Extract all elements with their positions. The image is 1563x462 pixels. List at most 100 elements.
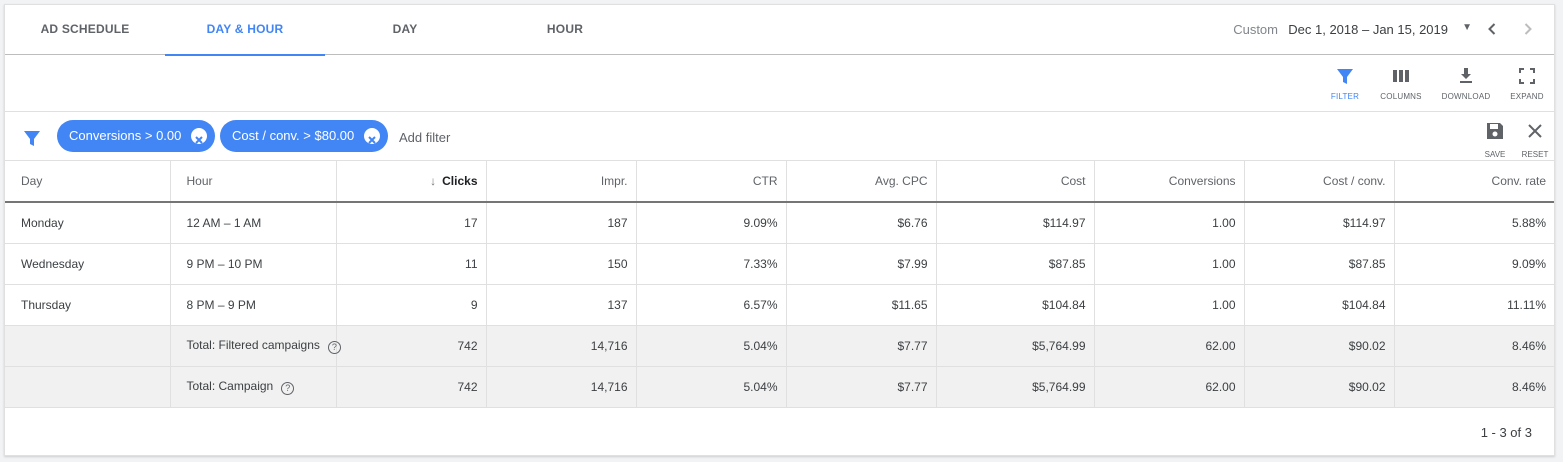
cell-conv-rate: 8.46% [1394, 325, 1554, 367]
filter-bar: Conversions > 0.00 Cost / conv. > $80.00… [5, 113, 1554, 161]
chevron-left-icon[interactable] [1482, 19, 1502, 39]
cell-avg-cpc: $7.77 [786, 366, 937, 408]
cell-ctr: 9.09% [636, 202, 787, 244]
save-icon [1485, 123, 1505, 144]
reset-filter-button[interactable]: RESET [1517, 121, 1553, 159]
cell-cost: $104.84 [936, 284, 1095, 326]
dropdown-caret-icon[interactable]: ▼ [1462, 22, 1472, 33]
cell-impr: 137 [486, 284, 637, 326]
total-row-campaign: Total: Campaign? 742 14,716 5.04% $7.77 … [5, 366, 1554, 408]
total-label: Total: Filtered campaigns [186, 337, 320, 352]
cell-avg-cpc: $11.65 [786, 284, 937, 326]
cell-hour: 8 PM – 9 PM [170, 284, 337, 326]
cell-impr: 187 [486, 202, 637, 244]
columns-icon [1371, 66, 1431, 88]
cell-cost-per-conv: $90.02 [1244, 366, 1395, 408]
cell-conversions: 1.00 [1094, 202, 1245, 244]
cell-cost: $114.97 [936, 202, 1095, 244]
column-header-impr[interactable]: Impr. [486, 161, 637, 203]
save-filter-button[interactable]: SAVE [1477, 121, 1513, 159]
cell-conv-rate: 11.11% [1394, 284, 1554, 326]
column-header-clicks[interactable]: ↓ Clicks [336, 161, 487, 203]
cell-avg-cpc: $7.99 [786, 243, 937, 285]
expand-label: EXPAND [1510, 92, 1544, 101]
column-header-cost[interactable]: Cost [936, 161, 1095, 203]
cell-ctr: 7.33% [636, 243, 787, 285]
cell-conversions: 62.00 [1094, 325, 1245, 367]
expand-button[interactable]: EXPAND [1497, 66, 1557, 101]
date-range-label: Custom [1233, 22, 1278, 37]
tab-day[interactable]: DAY [392, 22, 418, 36]
column-header-cost-per-conv[interactable]: Cost / conv. [1244, 161, 1395, 203]
cell-clicks: 742 [336, 366, 487, 408]
cell-empty [5, 366, 171, 408]
cell-total-label: Total: Campaign? [170, 366, 337, 408]
cell-day: Wednesday [5, 243, 171, 285]
filter-icon [1315, 66, 1375, 88]
cell-avg-cpc: $7.77 [786, 325, 937, 367]
add-filter-link[interactable]: Add filter [399, 130, 451, 145]
total-label: Total: Campaign [186, 378, 274, 393]
cell-day: Monday [5, 202, 171, 244]
filter-label: FILTER [1330, 92, 1360, 101]
reset-label: RESET [1521, 150, 1549, 159]
columns-label: COLUMNS [1380, 92, 1422, 101]
cell-conv-rate: 8.46% [1394, 366, 1554, 408]
download-button[interactable]: DOWNLOAD [1436, 66, 1496, 101]
cell-avg-cpc: $6.76 [786, 202, 937, 244]
cell-clicks: 11 [336, 243, 487, 285]
column-header-label: Clicks [442, 174, 478, 188]
save-label: SAVE [1484, 150, 1506, 159]
cell-cost-per-conv: $114.97 [1244, 202, 1395, 244]
expand-icon [1497, 66, 1557, 88]
table-row: Monday 12 AM – 1 AM 17 187 9.09% $6.76 $… [5, 202, 1554, 244]
remove-filter-icon[interactable] [191, 128, 208, 144]
cell-conversions: 1.00 [1094, 284, 1245, 326]
tab-ad-schedule[interactable]: AD SCHEDULE [40, 22, 130, 36]
download-icon [1436, 66, 1496, 88]
table-row: Thursday 8 PM – 9 PM 9 137 6.57% $11.65 … [5, 284, 1554, 326]
report-card: AD SCHEDULE DAY & HOUR DAY HOUR Custom D… [4, 4, 1555, 456]
cell-clicks: 17 [336, 202, 487, 244]
cell-cost-per-conv: $87.85 [1244, 243, 1395, 285]
filter-chip-label: Conversions > 0.00 [69, 128, 182, 143]
cell-ctr: 5.04% [636, 325, 787, 367]
column-header-conv-rate[interactable]: Conv. rate [1394, 161, 1554, 203]
column-header-conversions[interactable]: Conversions [1094, 161, 1245, 203]
cell-clicks: 742 [336, 325, 487, 367]
chevron-right-icon[interactable] [1518, 19, 1538, 39]
cell-impr: 150 [486, 243, 637, 285]
download-label: DOWNLOAD [1441, 92, 1491, 101]
columns-button[interactable]: COLUMNS [1371, 66, 1431, 101]
help-icon[interactable]: ? [281, 381, 295, 395]
filter-icon[interactable] [23, 128, 41, 151]
tab-bar: AD SCHEDULE DAY & HOUR DAY HOUR Custom D… [5, 5, 1554, 56]
filter-chip-cost-per-conv[interactable]: Cost / conv. > $80.00 [220, 120, 389, 152]
date-range-value[interactable]: Dec 1, 2018 – Jan 15, 2019 [1288, 22, 1448, 37]
column-header-day[interactable]: Day [5, 161, 171, 203]
tab-day-and-hour[interactable]: DAY & HOUR [165, 5, 325, 56]
filter-chip-conversions[interactable]: Conversions > 0.00 [57, 120, 216, 152]
help-icon[interactable]: ? [327, 340, 341, 354]
column-header-avg-cpc[interactable]: Avg. CPC [786, 161, 937, 203]
filter-button[interactable]: FILTER [1315, 66, 1375, 101]
cell-cost: $87.85 [936, 243, 1095, 285]
cell-conv-rate: 9.09% [1394, 243, 1554, 285]
cell-conversions: 1.00 [1094, 243, 1245, 285]
remove-filter-icon[interactable] [364, 128, 381, 144]
cell-cost: $5,764.99 [936, 325, 1095, 367]
cell-clicks: 9 [336, 284, 487, 326]
tab-hour[interactable]: HOUR [546, 22, 584, 36]
cell-ctr: 5.04% [636, 366, 787, 408]
cell-cost: $5,764.99 [936, 366, 1095, 408]
cell-empty [5, 325, 171, 367]
total-row-filtered: Total: Filtered campaigns? 742 14,716 5.… [5, 325, 1554, 367]
column-header-hour[interactable]: Hour [170, 161, 337, 203]
column-header-ctr[interactable]: CTR [636, 161, 787, 203]
cell-hour: 9 PM – 10 PM [170, 243, 337, 285]
filter-chip-label: Cost / conv. > $80.00 [232, 128, 355, 143]
table-header-row: Day Hour ↓ Clicks Impr. CTR Avg. CPC Cost… [5, 161, 1554, 203]
cell-impr: 14,716 [486, 366, 637, 408]
cell-cost-per-conv: $90.02 [1244, 325, 1395, 367]
cell-conversions: 62.00 [1094, 366, 1245, 408]
